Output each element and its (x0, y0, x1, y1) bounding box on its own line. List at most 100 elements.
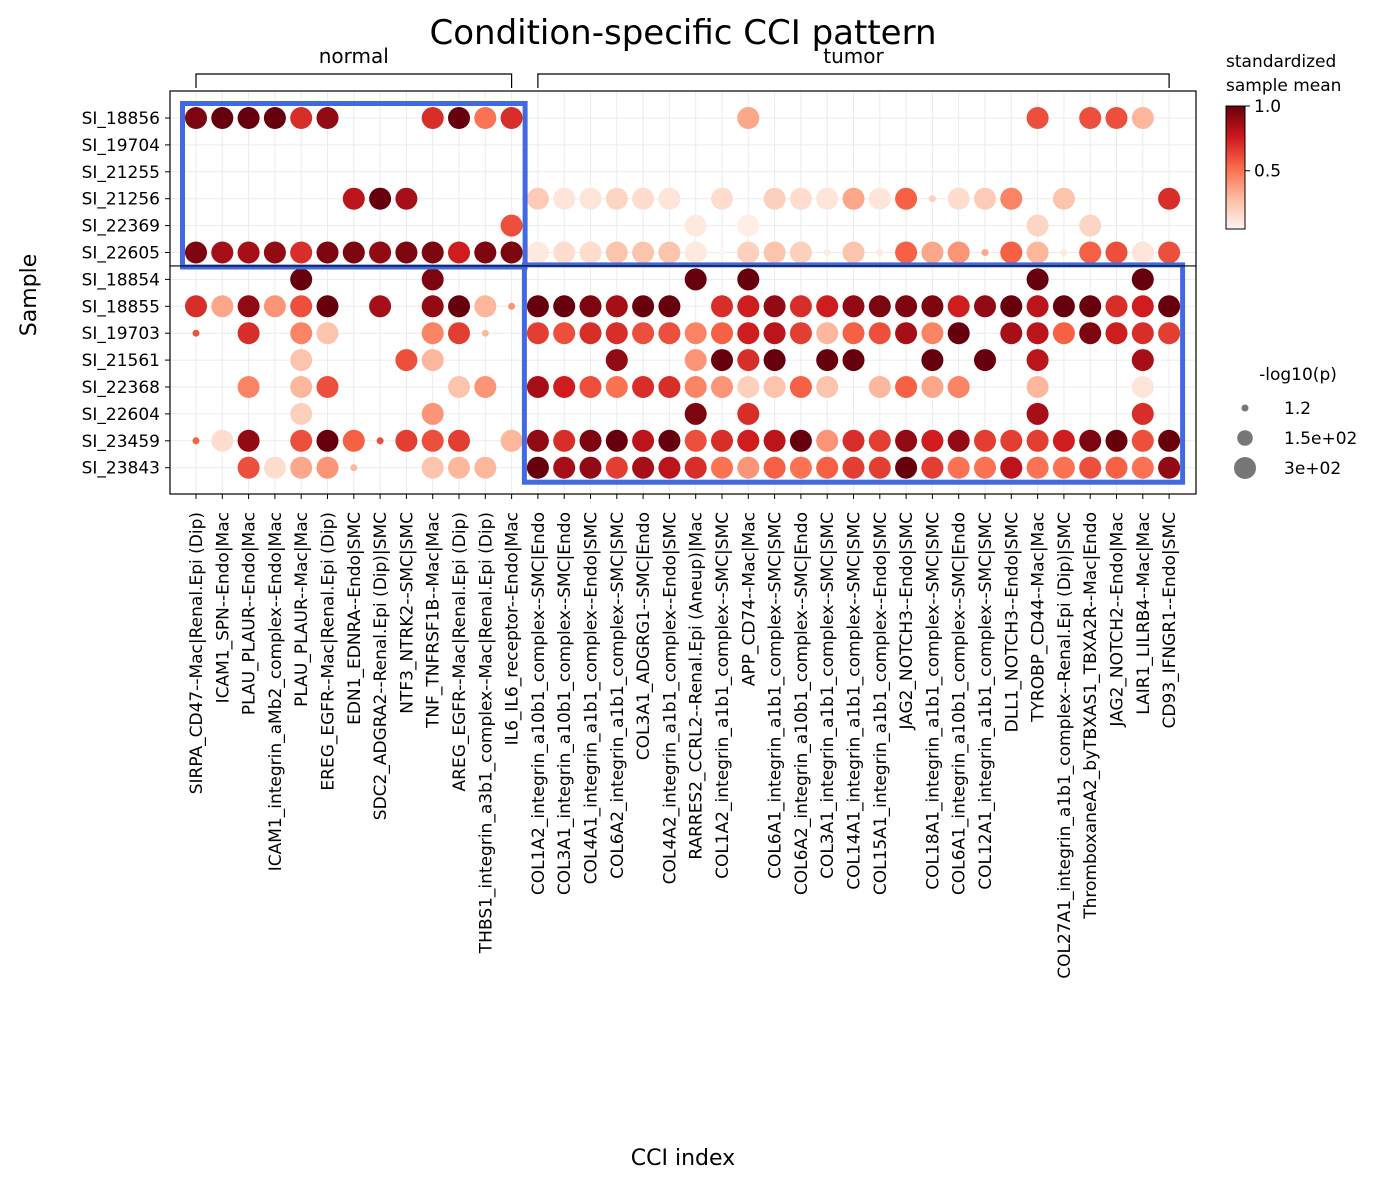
dot (237, 295, 260, 318)
x-tick-label: ICAM1_integrin_aMb2_complex--Endo|Mac (266, 512, 286, 871)
dot (632, 456, 655, 479)
dot (290, 107, 313, 129)
dot (342, 241, 365, 264)
dot (1026, 402, 1049, 425)
dot (1079, 295, 1102, 318)
dot (1000, 295, 1023, 318)
dot (921, 322, 944, 345)
dot (579, 241, 602, 264)
dot (395, 187, 418, 210)
x-tick-label: SDC2_ADGRA2--Renal.Epi (Dip)|SMC (371, 512, 391, 820)
dot (947, 241, 970, 264)
chart-title: Condition-specific CCI pattern (429, 13, 936, 53)
dot (947, 322, 970, 345)
x-tick-label: COL4A2_integrin_a1b1_complex--Endo|SMC (660, 512, 680, 884)
dot (632, 241, 655, 264)
dot (448, 241, 470, 264)
highlight-box (180, 101, 528, 270)
dot (342, 429, 365, 452)
dot (876, 249, 884, 256)
dot (369, 187, 392, 210)
dot (816, 187, 839, 210)
x-tick-label: COL14A1_integrin_a1b1_complex--SMC|SMC (845, 512, 865, 890)
dot (789, 429, 812, 452)
dot (1131, 322, 1154, 345)
dot (711, 295, 733, 318)
dot (1105, 322, 1128, 345)
dot (895, 187, 918, 210)
dot (1026, 268, 1049, 291)
dot (658, 187, 681, 210)
dot (1026, 214, 1049, 237)
dot (605, 376, 628, 398)
x-tick-label: PLAU_PLAUR--Endo|Mac (240, 512, 260, 715)
y-tick-label: SI_22368 (82, 378, 160, 398)
dot (448, 376, 470, 398)
dot (632, 187, 655, 210)
dot (974, 349, 996, 372)
dot (263, 107, 286, 129)
x-tick-label: NTF3_NTRK2--SMC|SMC (397, 512, 417, 714)
dot (789, 376, 812, 398)
dot (605, 187, 628, 210)
dot (763, 376, 786, 398)
dot (1026, 295, 1049, 318)
dot (448, 429, 470, 452)
dot (1000, 456, 1023, 479)
dot (895, 376, 918, 398)
dot (816, 376, 839, 398)
x-tick-label: DLL1_NOTCH3--Endo|SMC (1002, 512, 1022, 732)
dot (290, 295, 313, 318)
dot (658, 295, 681, 318)
dot (1026, 456, 1049, 479)
x-tick-label: COL15A1_integrin_a1b1_complex--Endo|SMC (871, 512, 891, 895)
dot (579, 295, 602, 318)
dot (1105, 241, 1128, 264)
dot (579, 187, 602, 210)
dot (711, 376, 733, 398)
dot (711, 322, 733, 345)
dot (737, 402, 760, 425)
dot (684, 376, 707, 398)
size-legend-label: 1.5e+02 (1284, 429, 1357, 449)
dot (684, 241, 707, 264)
dot (474, 456, 497, 479)
dot (921, 429, 944, 452)
highlight-boxes (180, 101, 1186, 485)
x-tick-label: COL1A2_integrin_a1b1_complex--SMC|SMC (713, 512, 733, 879)
dot (1079, 214, 1102, 237)
x-tick-label: AREG_EGFR--Mac|Renal.Epi (Dip) (450, 512, 470, 791)
group-brackets: normal tumor (195, 44, 1170, 88)
dot (316, 322, 339, 345)
dot (1026, 376, 1049, 398)
dot (192, 329, 200, 337)
dot (868, 429, 891, 452)
dot (921, 241, 944, 264)
dot (1026, 107, 1049, 129)
y-tick-labels: SI_18856 SI_19704 SI_21255 SI_21256 SI_22369… (82, 109, 170, 479)
dot (579, 376, 602, 398)
y-tick-label: SI_23843 (82, 459, 160, 479)
dot (237, 241, 260, 264)
dot (868, 187, 891, 210)
dot (1052, 429, 1075, 452)
dot (237, 322, 260, 345)
dot (711, 456, 733, 479)
dot (526, 187, 549, 210)
dot (316, 295, 339, 318)
dot (1052, 456, 1075, 479)
x-tick-label: COL18A1_integrin_a1b1_complex--SMC|SMC (923, 512, 943, 890)
dot (526, 456, 549, 479)
dot (921, 456, 944, 479)
colorbar-legend: standardized sample mean 0.5 1.0 (1225, 52, 1341, 230)
dot (553, 241, 576, 264)
dot (605, 295, 628, 318)
dot (1131, 349, 1154, 372)
y-tick-label: SI_19703 (82, 324, 160, 344)
dot (474, 107, 497, 129)
dot (1158, 295, 1181, 318)
dot (1026, 322, 1049, 345)
x-tick-labels: SIRPA_CD47--Mac|Renal.Epi (Dip) ICAM1_SPN… (187, 494, 1180, 979)
y-tick-label: SI_18856 (82, 109, 160, 129)
dot (211, 107, 234, 129)
